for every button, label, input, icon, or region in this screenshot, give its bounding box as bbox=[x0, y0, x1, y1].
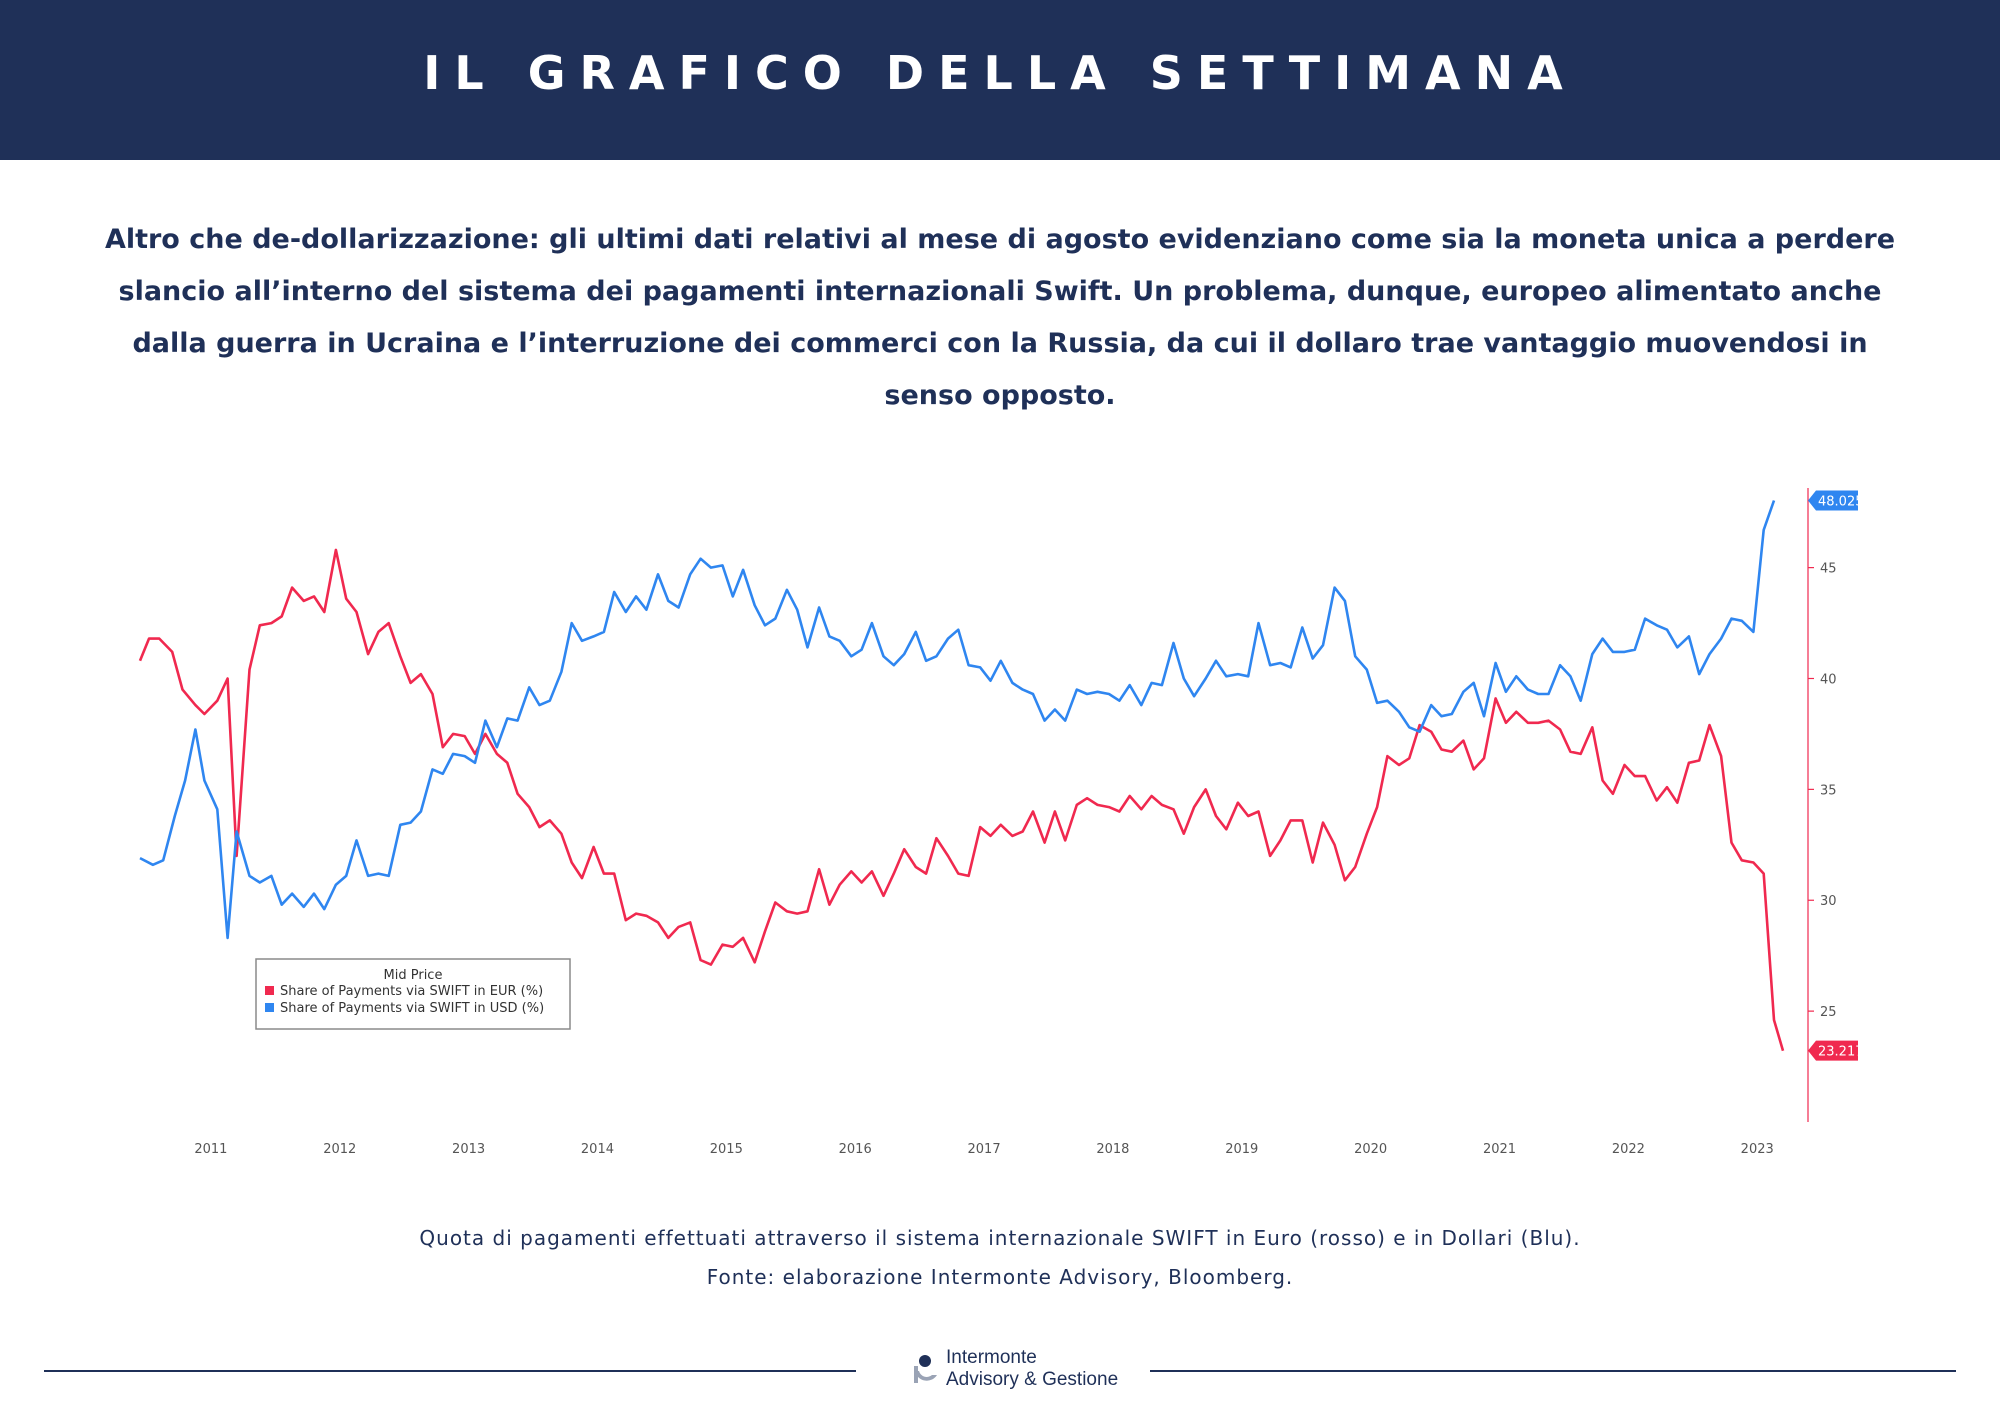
x-tick-label: 2021 bbox=[1483, 1142, 1516, 1157]
footer-divider-left bbox=[44, 1370, 856, 1372]
eur-series-line bbox=[138, 548, 1785, 1052]
x-tick-label: 2014 bbox=[581, 1142, 614, 1157]
legend-title: Mid Price bbox=[384, 968, 443, 983]
legend-entry: Share of Payments via SWIFT in USD (%) bbox=[280, 1001, 544, 1016]
footer-divider-right bbox=[1150, 1370, 1956, 1372]
legend-swatch bbox=[265, 986, 274, 995]
logo-name: Intermonte bbox=[946, 1347, 1037, 1368]
intermonte-logo: Intermonte Advisory & Gestione bbox=[912, 1347, 1118, 1391]
y-tick-label: 25 bbox=[1820, 1005, 1837, 1020]
x-tick-label: 2018 bbox=[1096, 1142, 1129, 1157]
logo-subtitle: Advisory & Gestione bbox=[946, 1369, 1119, 1390]
chart-series bbox=[138, 500, 1785, 1052]
banner-title: IL GRAFICO DELLA SETTIMANA bbox=[423, 46, 1577, 100]
header-banner: IL GRAFICO DELLA SETTIMANA bbox=[0, 0, 2000, 160]
last-value-label: 23.217 bbox=[1818, 1045, 1864, 1060]
intro-paragraph: Altro che de-dollarizzazione: gli ultimi… bbox=[104, 224, 1896, 411]
x-tick-label: 2022 bbox=[1612, 1142, 1645, 1157]
y-tick-label: 30 bbox=[1820, 894, 1837, 909]
x-tick-label: 2011 bbox=[194, 1142, 227, 1157]
usd-series-line bbox=[139, 500, 1776, 940]
y-tick-label: 45 bbox=[1820, 562, 1837, 577]
swift-share-chart: 25 30 35 40 45 2011 2012 2013 2014 2015 2016 2017 20… bbox=[138, 488, 1864, 1157]
y-tick-label: 40 bbox=[1820, 672, 1837, 687]
logo-mark-icon bbox=[914, 1355, 937, 1383]
legend-swatch bbox=[265, 1003, 274, 1012]
x-tick-label: 2013 bbox=[452, 1142, 485, 1157]
y-tick-label: 35 bbox=[1820, 783, 1837, 798]
x-tick-label: 2017 bbox=[968, 1142, 1001, 1157]
legend-entry: Share of Payments via SWIFT in EUR (%) bbox=[280, 984, 543, 999]
eur-last-value-flag: 23.217 bbox=[1808, 1040, 1864, 1061]
x-tick-label: 2016 bbox=[839, 1142, 872, 1157]
chart-axes: 25 30 35 40 45 2011 2012 2013 2014 2015 2016 2017 20… bbox=[194, 488, 1837, 1157]
x-tick-label: 2015 bbox=[710, 1142, 743, 1157]
chart-caption: Quota di pagamenti effettuati attraverso… bbox=[419, 1226, 1581, 1250]
x-tick-label: 2019 bbox=[1225, 1142, 1258, 1157]
x-tick-label: 2012 bbox=[323, 1142, 356, 1157]
last-value-label: 48.025 bbox=[1818, 495, 1864, 510]
last-value-flags: 23.217 48.025 bbox=[1808, 490, 1864, 1061]
x-tick-label: 2023 bbox=[1741, 1142, 1774, 1157]
source-caption: Fonte: elaborazione Intermonte Advisory,… bbox=[706, 1265, 1294, 1289]
x-tick-label: 2020 bbox=[1354, 1142, 1387, 1157]
usd-last-value-flag: 48.025 bbox=[1808, 490, 1864, 511]
